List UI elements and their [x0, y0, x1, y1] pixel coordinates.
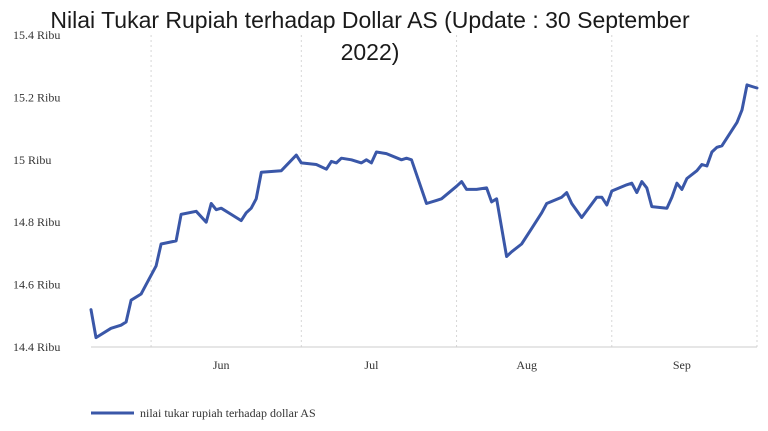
x-axis: Jun Jul Aug Sep — [91, 346, 757, 372]
y-tick-label: 15.2 Ribu — [13, 90, 60, 104]
y-tick-label: 14.6 Ribu — [13, 278, 60, 292]
y-tick-label: 15.4 Ribu — [13, 28, 60, 42]
y-tick-label: 15 Ribu — [13, 153, 51, 167]
series-group — [89, 83, 759, 340]
chart-title-line-2: 2022) — [340, 39, 400, 65]
chart-title-line-1: Nilai Tukar Rupiah terhadap Dollar AS (U… — [50, 7, 690, 33]
x-tick-label: Jul — [364, 358, 379, 372]
chart-title: Nilai Tukar Rupiah terhadap Dollar AS (U… — [0, 4, 740, 68]
grid-lines — [150, 35, 758, 347]
x-tick-label: Jun — [213, 358, 230, 372]
legend[interactable]: nilai tukar rupiah terhadap dollar AS — [91, 406, 316, 420]
y-tick-label: 14.8 Ribu — [13, 215, 60, 229]
series-line-0[interactable] — [89, 83, 759, 340]
y-tick-label: 14.4 Ribu — [13, 340, 60, 354]
legend-label: nilai tukar rupiah terhadap dollar AS — [140, 406, 316, 420]
x-tick-label: Sep — [673, 358, 691, 372]
x-tick-label: Aug — [516, 358, 537, 372]
y-axis: 14.4 Ribu 14.6 Ribu 14.8 Ribu 15 Ribu 15.2 R… — [13, 28, 60, 354]
